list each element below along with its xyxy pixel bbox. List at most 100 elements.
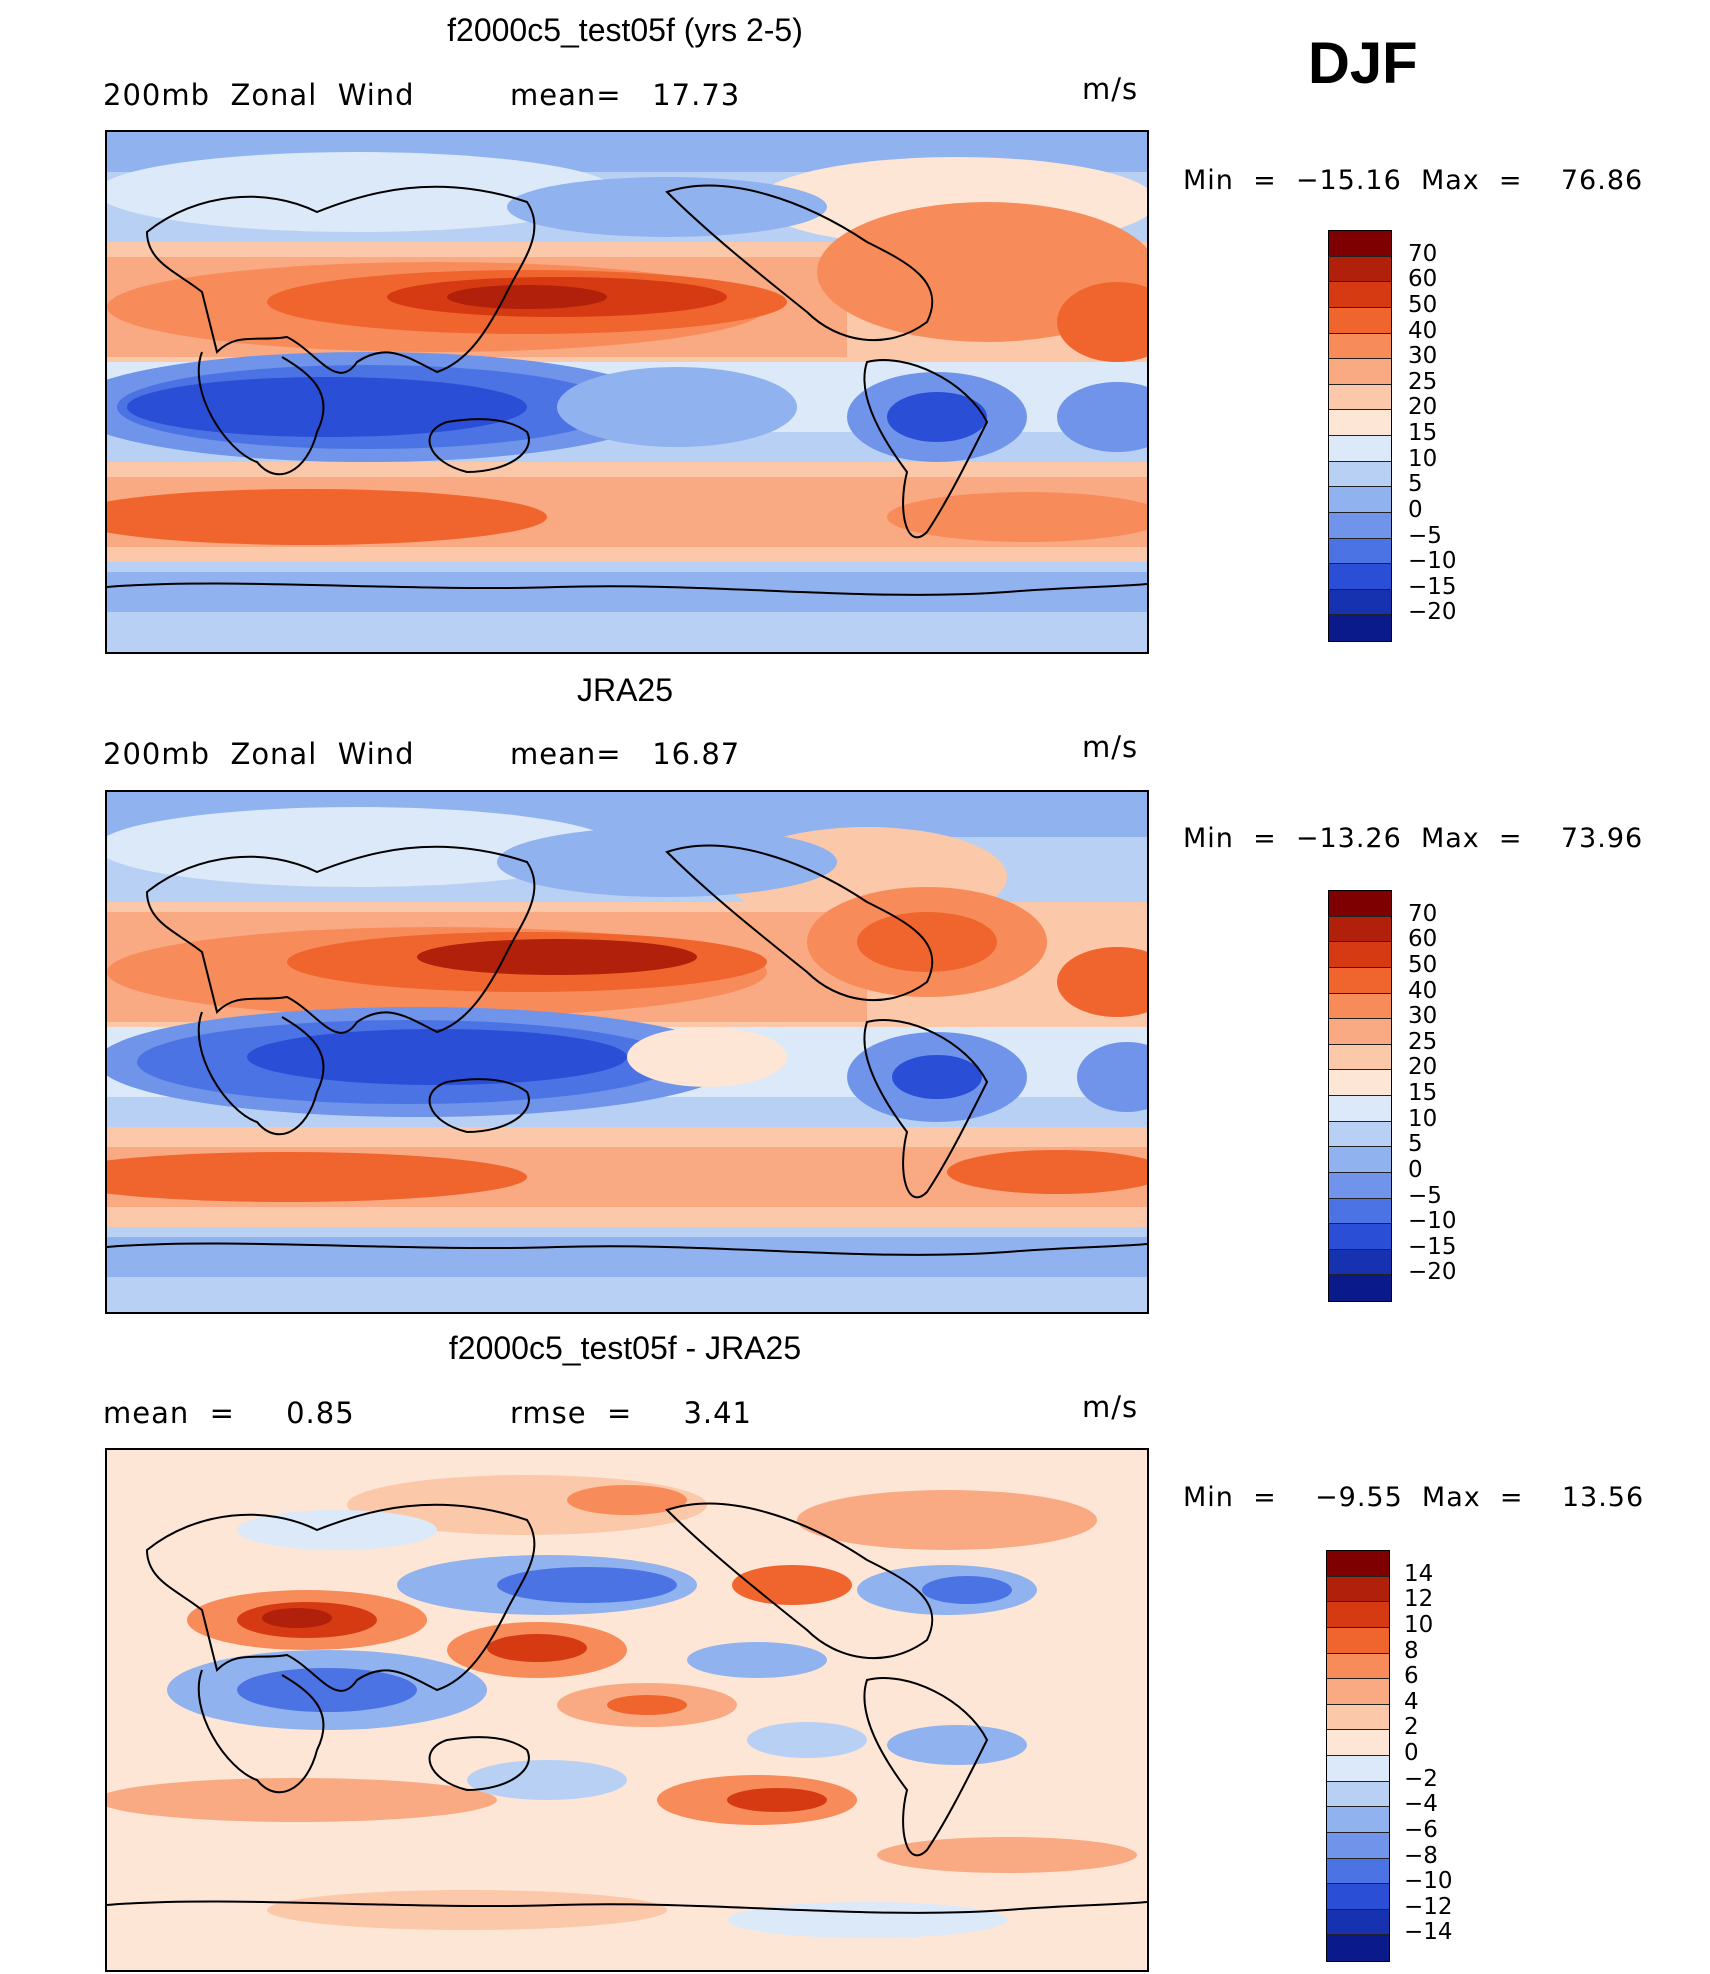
colorbar-tick-label: −10	[1404, 1868, 1453, 1895]
colorbar-swatch	[1329, 512, 1391, 539]
colorbar-tick-label: 8	[1404, 1637, 1419, 1664]
colorbar-swatch	[1329, 1198, 1391, 1225]
colorbar-swatch	[1329, 333, 1391, 360]
colorbar-tick-label: 4	[1404, 1688, 1419, 1715]
colorbar-tick-label: 40	[1408, 977, 1438, 1004]
colorbar-tick-label: 15	[1408, 420, 1438, 446]
colorbar-tick-label: −10	[1408, 548, 1457, 575]
panel2-title: JRA25	[576, 672, 674, 708]
panel2-mean-label: mean= 16.87	[510, 737, 741, 771]
panel2-contour-field	[107, 792, 1147, 1312]
colorbar-tick-label: −20	[1408, 1259, 1457, 1286]
colorbar-swatch	[1327, 1576, 1389, 1603]
colorbar-tick-label: 10	[1404, 1611, 1434, 1638]
panel3-map	[105, 1448, 1149, 1972]
panel3-units-label: m/s	[1082, 1390, 1139, 1424]
colorbar-swatch	[1327, 1807, 1389, 1833]
colorbar-swatch	[1327, 1679, 1389, 1705]
panel3-minmax-label: Min = −9.55 Max = 13.56	[1183, 1482, 1645, 1513]
season-label: DJF	[1308, 31, 1418, 96]
colorbar-swatch	[1329, 916, 1391, 943]
colorbar-tick-label: 0	[1404, 1740, 1419, 1766]
panel2-units-label: m/s	[1082, 730, 1139, 764]
colorbar-swatch	[1329, 410, 1391, 436]
colorbar-tick-label: −10	[1408, 1208, 1457, 1235]
panel1-left-label: 200mb Zonal Wind	[103, 78, 415, 112]
colorbar-swatch	[1329, 359, 1391, 385]
colorbar-swatch	[1329, 967, 1391, 994]
colorbar-swatch	[1329, 1070, 1391, 1096]
colorbar-tick-label: −2	[1404, 1765, 1438, 1792]
colorbar-swatch	[1327, 1551, 1389, 1577]
colorbar-swatch	[1329, 589, 1391, 616]
colorbar-tick-label: 60	[1408, 926, 1438, 953]
panel2-left-label: 200mb Zonal Wind	[103, 737, 415, 771]
colorbar-tick-label: 40	[1408, 317, 1438, 344]
colorbar-swatch	[1327, 1935, 1389, 1961]
colorbar-tick-label: −15	[1408, 573, 1457, 600]
colorbar-tick-label: 20	[1408, 394, 1438, 421]
colorbar-swatch	[1329, 231, 1391, 257]
colorbar-swatch	[1329, 1044, 1391, 1071]
colorbar-swatch	[1329, 1096, 1391, 1122]
colorbar-swatch	[1329, 993, 1391, 1020]
colorbar-tick-label: 5	[1408, 471, 1423, 498]
panel3-colorbar-labels: 14 12 10 8 6 4 2 0 −2 −4 −6 −8 −10 −12 −14	[1404, 1550, 1484, 1960]
panel1-colorbar	[1328, 230, 1392, 642]
colorbar-tick-label: −5	[1408, 1182, 1442, 1209]
colorbar-swatch	[1327, 1704, 1389, 1731]
panel2-colorbar	[1328, 890, 1392, 1302]
panel1-contour-field	[107, 132, 1147, 652]
colorbar-swatch	[1329, 436, 1391, 462]
colorbar-tick-label: 20	[1408, 1054, 1438, 1081]
panel3-mean-label: mean = 0.85	[103, 1396, 355, 1430]
colorbar-tick-label: −4	[1404, 1791, 1438, 1818]
colorbar-swatch	[1327, 1653, 1389, 1680]
colorbar-tick-label: 25	[1408, 1028, 1438, 1055]
colorbar-swatch	[1329, 1121, 1391, 1148]
colorbar-tick-label: 5	[1408, 1131, 1423, 1158]
colorbar-swatch	[1327, 1730, 1389, 1756]
colorbar-tick-label: 70	[1408, 240, 1438, 267]
colorbar-tick-label: 60	[1408, 266, 1438, 293]
colorbar-tick-label: 0	[1408, 1156, 1423, 1183]
panel1-mean-label: mean= 17.73	[510, 78, 741, 112]
colorbar-tick-label: 10	[1408, 1105, 1438, 1132]
colorbar-swatch	[1329, 307, 1391, 334]
colorbar-swatch	[1329, 384, 1391, 411]
colorbar-tick-label: 10	[1408, 445, 1438, 472]
colorbar-swatch	[1327, 1602, 1389, 1628]
panel2-colorbar-labels: 70 60 50 40 30 25 20 15 10 5 0 −5 −10 −15 −20	[1408, 890, 1488, 1300]
panel1-map	[105, 130, 1149, 654]
colorbar-tick-label: −12	[1404, 1893, 1453, 1920]
colorbar-tick-label: 70	[1408, 900, 1438, 927]
panel1-title: f2000c5_test05f (yrs 2-5)	[447, 12, 803, 48]
panel1-colorbar-labels: 70 60 50 40 30 25 20 15 10 5 0 −5 −10 −15 −20	[1408, 230, 1488, 640]
colorbar-tick-label: 14	[1404, 1560, 1434, 1587]
panel2-minmax-label: Min = −13.26 Max = 73.96	[1183, 823, 1644, 854]
panel3-rmse-label: rmse = 3.41	[510, 1396, 753, 1430]
colorbar-swatch	[1329, 282, 1391, 308]
colorbar-swatch	[1327, 1858, 1389, 1885]
colorbar-swatch	[1329, 256, 1391, 283]
panel3-colorbar	[1326, 1550, 1390, 1962]
colorbar-tick-label: 15	[1408, 1080, 1438, 1106]
colorbar-tick-label: 2	[1404, 1714, 1419, 1741]
colorbar-tick-label: −14	[1404, 1919, 1453, 1946]
colorbar-tick-label: −20	[1408, 599, 1457, 626]
colorbar-swatch	[1329, 1224, 1391, 1250]
colorbar-tick-label: 30	[1408, 343, 1438, 370]
colorbar-tick-label: −8	[1404, 1842, 1438, 1869]
colorbar-swatch	[1329, 538, 1391, 565]
colorbar-swatch	[1329, 1019, 1391, 1045]
colorbar-swatch	[1329, 1249, 1391, 1276]
colorbar-swatch	[1329, 942, 1391, 968]
colorbar-swatch	[1327, 1627, 1389, 1654]
colorbar-swatch	[1327, 1756, 1389, 1782]
colorbar-tick-label: −6	[1404, 1816, 1438, 1843]
colorbar-tick-label: −5	[1408, 522, 1442, 549]
panel1-units-label: m/s	[1082, 72, 1139, 106]
panel3-contour-field	[107, 1450, 1147, 1970]
colorbar-tick-label: 30	[1408, 1003, 1438, 1030]
panel3-title: f2000c5_test05f - JRA25	[448, 1330, 802, 1366]
